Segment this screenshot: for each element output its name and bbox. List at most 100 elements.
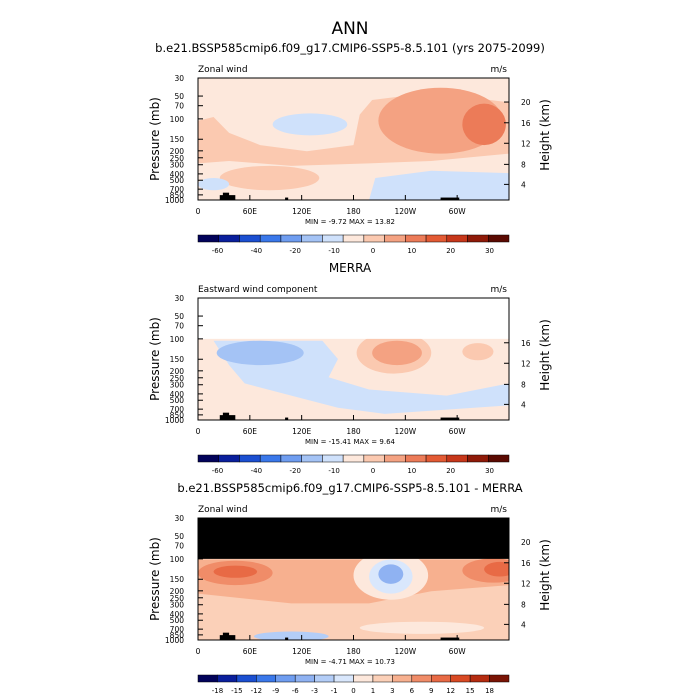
pressure-tick-label: 70	[174, 542, 184, 551]
colorbar-label: 15	[466, 687, 475, 695]
colorbar-label: -3	[311, 687, 318, 695]
height-tick-label: 20	[521, 538, 531, 547]
colorbar-label: -10	[328, 467, 339, 475]
min-max-stats: MIN = -9.72 MAX = 13.82	[305, 218, 395, 226]
colorbar-segment	[197, 454, 219, 463]
height-tick-label: 12	[521, 359, 531, 368]
pressure-tick-label: 250	[170, 154, 185, 163]
pressure-tick-label: 300	[170, 381, 185, 390]
colorbar-label: 10	[407, 467, 416, 475]
masked-region	[198, 518, 509, 559]
height-tick-label: 4	[521, 620, 526, 629]
panel-variable-label: Zonal wind	[198, 65, 248, 75]
colorbar-segment	[446, 454, 468, 463]
colorbar-segment	[236, 674, 257, 683]
colorbar-label: -1	[331, 687, 338, 695]
colorbar-label: -20	[289, 467, 300, 475]
pressure-tick-label: 70	[174, 102, 184, 111]
colorbar-segment	[431, 674, 451, 683]
panel-1: b.e21.BSSP585cmip6.f09_g17.CMIP6-SSP5-8.…	[148, 41, 552, 255]
colorbar-label: -40	[251, 467, 262, 475]
colorbar-label: 3	[390, 687, 394, 695]
colorbar-label: 30	[485, 467, 494, 475]
colorbar-label: 12	[446, 687, 455, 695]
panel-3: b.e21.BSSP585cmip6.f09_g17.CMIP6-SSP5-8.…	[148, 481, 552, 695]
colorbar-segment	[425, 234, 448, 243]
height-tick-label: 16	[521, 559, 531, 568]
colorbar-label: 1	[371, 687, 375, 695]
colorbar-segment	[314, 674, 335, 683]
y-axis-right-label: Height (km)	[538, 99, 552, 170]
colorbar-label: -40	[251, 247, 262, 255]
pressure-tick-label: 150	[170, 135, 185, 144]
y-axis-right-label: Height (km)	[538, 539, 552, 610]
pressure-tick-label: 700	[170, 625, 185, 634]
longitude-tick-label: 120E	[292, 427, 311, 436]
colorbar-segment	[384, 234, 406, 243]
colorbar-segment	[259, 454, 282, 463]
topography-mask	[222, 632, 230, 640]
pressure-tick-label: 300	[170, 601, 185, 610]
colorbar-segment	[469, 674, 490, 683]
pressure-tick-label: 150	[170, 575, 185, 584]
y-axis-label: Pressure (mb)	[148, 537, 162, 621]
colorbar-segment	[411, 674, 432, 683]
longitude-tick-label: 60W	[449, 427, 467, 436]
colorbar-segment	[280, 454, 302, 463]
colorbar-label: -60	[212, 467, 223, 475]
colorbar-segment	[405, 234, 427, 243]
colorbar-segment	[392, 674, 413, 683]
longitude-tick-label: 120E	[292, 207, 311, 216]
colorbar-segment	[342, 234, 365, 243]
contour-9-east	[484, 561, 509, 577]
colorbar-label: -10	[328, 247, 339, 255]
pressure-tick-label: 400	[170, 390, 185, 399]
height-tick-label: 8	[521, 600, 526, 609]
topography-mask	[440, 417, 460, 420]
topography-mask	[222, 192, 230, 200]
panels: b.e21.BSSP585cmip6.f09_g17.CMIP6-SSP5-8.…	[148, 41, 552, 695]
topography-mask	[285, 417, 289, 420]
pressure-tick-label: 50	[174, 312, 184, 321]
panel-title: b.e21.BSSP585cmip6.f09_g17.CMIP6-SSP5-8.…	[155, 41, 545, 55]
contour-lower-negative	[369, 170, 509, 200]
colorbar-segment	[446, 234, 468, 243]
colorbar-segment	[239, 234, 261, 243]
topography-mask	[285, 197, 289, 200]
figure-title: ANN	[331, 19, 368, 39]
longitude-tick-label: 180	[346, 427, 361, 436]
colorbar-segment	[488, 454, 510, 463]
pressure-tick-label: 200	[170, 587, 185, 596]
panel-units-label: m/s	[491, 505, 508, 515]
colorbar-segment	[197, 674, 218, 683]
pressure-tick-label: 30	[174, 74, 184, 83]
height-tick-label: 12	[521, 579, 531, 588]
colorbar-segment	[256, 674, 276, 683]
contour-20-core	[462, 103, 506, 146]
pressure-tick-label: 500	[170, 176, 185, 185]
colorbar-label: 9	[429, 687, 433, 695]
contour-3	[198, 559, 509, 604]
colorbar-segment	[353, 674, 374, 683]
min-max-stats: MIN = -4.71 MAX = 10.73	[305, 658, 395, 666]
longitude-tick-label: 120W	[394, 647, 416, 656]
height-tick-label: 4	[521, 400, 526, 409]
topography-mask	[440, 637, 460, 640]
contour-field	[198, 518, 509, 640]
pressure-tick-label: 50	[174, 92, 184, 101]
height-tick-label: 16	[521, 119, 531, 128]
height-tick-label: 8	[521, 380, 526, 389]
colorbar-segment	[322, 454, 344, 463]
topography-mask	[222, 412, 230, 420]
colorbar-label: -18	[212, 687, 223, 695]
longitude-tick-label: 0	[196, 647, 201, 656]
pressure-tick-label: 1000	[165, 196, 184, 205]
pressure-tick-label: 200	[170, 367, 185, 376]
colorbar-segment	[467, 234, 489, 243]
colorbar-label: 0	[371, 467, 375, 475]
y-axis-label: Pressure (mb)	[148, 97, 162, 181]
colorbar-label: 18	[485, 687, 494, 695]
longitude-tick-label: 60E	[243, 207, 258, 216]
